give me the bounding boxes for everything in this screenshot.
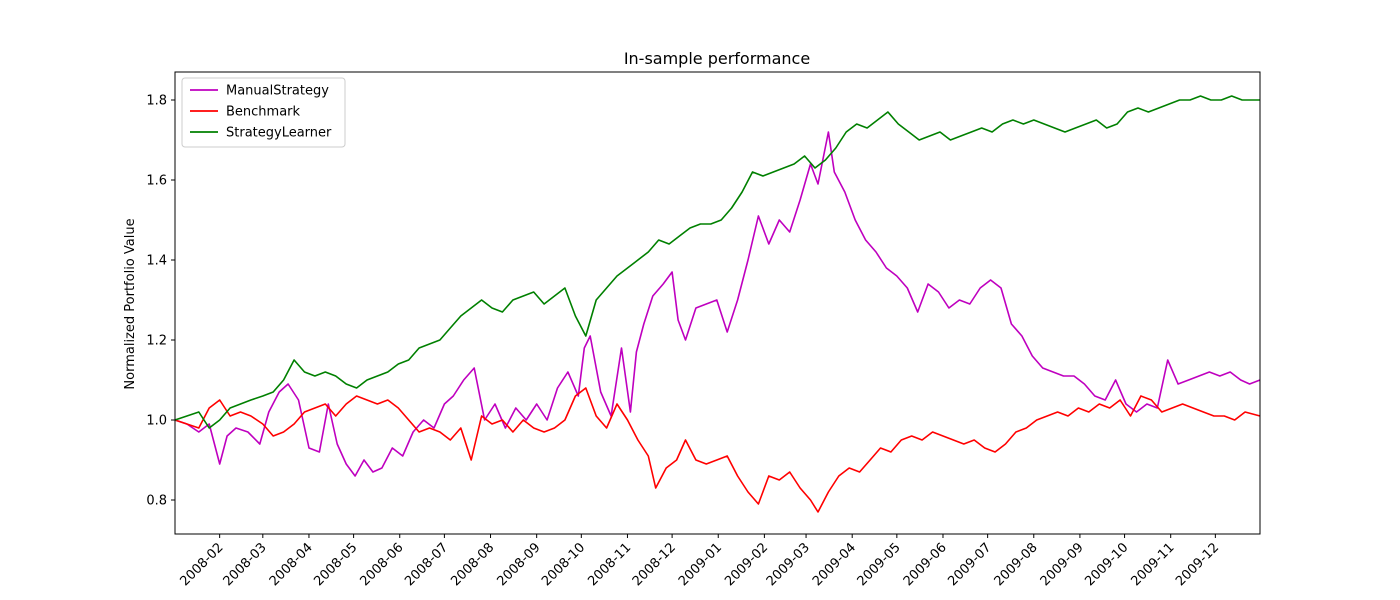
plot-frame: [174, 71, 1261, 535]
y-tick-label: 1.6: [146, 174, 167, 189]
y-axis-label: Normalized Portfolio Value: [123, 218, 138, 389]
legend-label-strategylearner: StrategyLearner: [226, 126, 332, 141]
legend-label-benchmark: Benchmark: [226, 105, 301, 120]
y-tick-label: 0.8: [146, 494, 167, 509]
y-tick-label: 1.8: [146, 94, 167, 109]
series-line-benchmark: [174, 387, 1261, 513]
series-line-manualstrategy: [174, 131, 1261, 477]
y-axis-ticks: 0.8 1.0 1.2 1.4 1.6 1.8: [146, 94, 175, 509]
legend: ManualStrategy Benchmark StrategyLearner: [181, 77, 346, 148]
series-line-strategylearner: [174, 95, 1260, 429]
y-tick-label: 1.2: [146, 334, 167, 349]
legend-box: [181, 77, 346, 148]
legend-label-manualstrategy: ManualStrategy: [226, 84, 329, 99]
series-layer: [174, 95, 1261, 513]
chart-title: In-sample performance: [624, 49, 810, 68]
y-tick-label: 1.0: [146, 414, 167, 429]
y-tick-label: 1.4: [146, 254, 167, 269]
